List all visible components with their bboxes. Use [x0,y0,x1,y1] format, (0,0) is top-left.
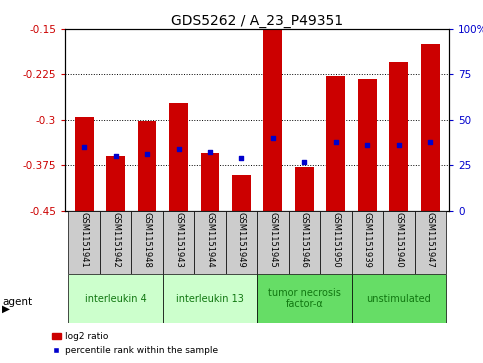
Bar [320,211,352,274]
Bar [352,274,446,323]
Text: GSM1151942: GSM1151942 [111,212,120,268]
Point [175,146,183,152]
Text: GSM1151944: GSM1151944 [205,212,214,268]
Point [206,150,214,155]
Bar [200,153,219,211]
Bar [414,211,446,274]
Point [80,144,88,150]
Bar [389,62,408,211]
Bar [69,274,163,323]
Point [426,139,434,144]
Text: GSM1151949: GSM1151949 [237,212,246,268]
Bar [358,79,377,211]
Bar [327,76,345,211]
Text: GSM1151943: GSM1151943 [174,212,183,268]
Point [332,139,340,144]
Text: tumor necrosis
factor-α: tumor necrosis factor-α [268,288,341,309]
Text: GSM1151948: GSM1151948 [142,212,152,268]
Bar [131,211,163,274]
Text: GSM1151946: GSM1151946 [300,212,309,268]
Bar [352,211,383,274]
Text: GSM1151945: GSM1151945 [269,212,277,268]
Point [238,155,245,161]
Bar [421,44,440,211]
Bar [194,211,226,274]
Bar [264,30,283,211]
Text: GSM1151950: GSM1151950 [331,212,341,268]
Point [143,151,151,157]
Bar [163,211,194,274]
Text: GSM1151941: GSM1151941 [80,212,88,268]
Bar [257,274,352,323]
Bar [163,274,257,323]
Bar [383,211,414,274]
Bar [257,211,289,274]
Bar [69,211,100,274]
Point [112,153,119,159]
Bar [226,211,257,274]
Bar [232,175,251,211]
Text: ▶: ▶ [2,303,11,314]
Bar [106,156,125,211]
Bar [138,121,156,211]
Text: GSM1151939: GSM1151939 [363,212,372,268]
Point [395,142,403,148]
Text: GSM1151947: GSM1151947 [426,212,435,268]
Bar [75,117,94,211]
Title: GDS5262 / A_23_P49351: GDS5262 / A_23_P49351 [171,14,343,28]
Text: GSM1151940: GSM1151940 [394,212,403,268]
Text: interleukin 13: interleukin 13 [176,294,244,303]
Text: agent: agent [2,297,32,307]
Bar [295,167,314,211]
Point [364,142,371,148]
Point [269,135,277,141]
Legend: log2 ratio, percentile rank within the sample: log2 ratio, percentile rank within the s… [48,329,222,359]
Bar [289,211,320,274]
Bar [169,103,188,211]
Point [300,159,308,164]
Bar [100,211,131,274]
Text: unstimulated: unstimulated [367,294,431,303]
Text: interleukin 4: interleukin 4 [85,294,146,303]
